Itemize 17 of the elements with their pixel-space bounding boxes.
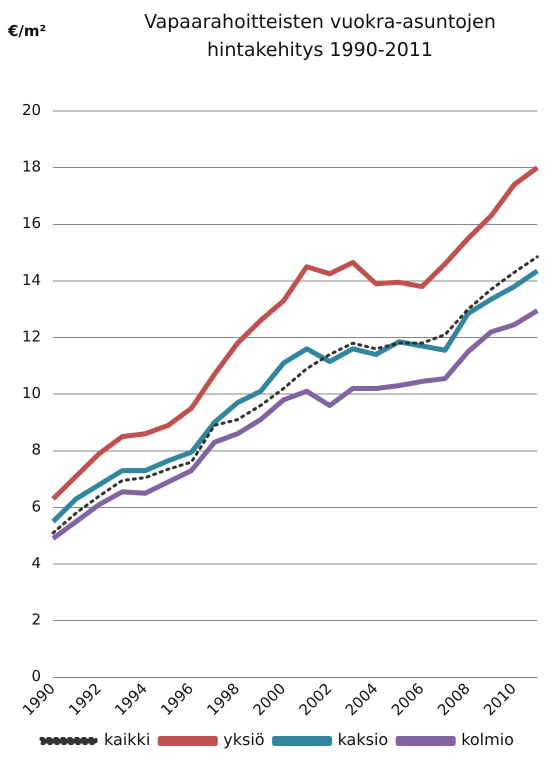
y-tick-label: 2 — [32, 610, 42, 629]
legend-label: kaksio — [338, 730, 388, 750]
y-tick-label: 16 — [22, 214, 42, 232]
y-tick-label: 6 — [32, 497, 42, 516]
y-axis-title: €/m² — [8, 22, 46, 40]
y-tick-label: 18 — [22, 158, 42, 176]
y-tick-label: 20 — [22, 100, 42, 119]
y-tick-label: 4 — [32, 554, 42, 572]
legend-label: yksiö — [223, 730, 265, 750]
y-tick-label: 10 — [22, 384, 42, 402]
y-tick-label: 8 — [32, 440, 42, 459]
y-tick-label: 12 — [22, 327, 42, 346]
chart-title: Vapaarahoitteisten vuokra-asuntojen hintakehitys 1990-2011 — [143, 10, 497, 63]
legend-label: kolmio — [461, 730, 514, 750]
y-tick-label: 0 — [32, 667, 42, 686]
y-tick-label: 14 — [22, 270, 42, 289]
legend-label: kaikki — [104, 730, 150, 750]
